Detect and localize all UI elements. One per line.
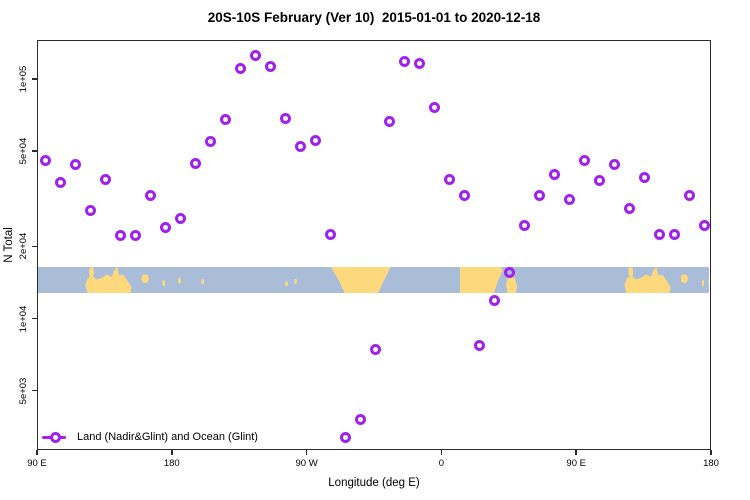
data-point <box>429 102 441 114</box>
x-axis-tick <box>305 450 308 455</box>
land-region-vanuatu-fiji <box>680 274 689 284</box>
y-axis-tick-label: 2e+04 <box>18 233 29 260</box>
land-region-island <box>708 277 709 286</box>
data-point <box>624 202 636 214</box>
y-axis-tick <box>32 317 37 320</box>
x-axis-tick-label: 180 <box>703 458 719 469</box>
land-region-timor <box>628 267 634 277</box>
land-region-island <box>162 280 166 287</box>
data-point <box>174 212 186 224</box>
data-point <box>534 189 546 201</box>
data-point <box>354 413 366 425</box>
data-point <box>609 159 621 171</box>
data-point <box>444 174 456 186</box>
data-point <box>369 344 381 356</box>
land-region-africa <box>459 267 504 293</box>
y-axis-tick-label: 1e+04 <box>18 305 29 332</box>
data-point <box>39 155 51 167</box>
land-region-island <box>701 280 705 287</box>
legend-circle-marker-icon <box>50 431 61 443</box>
y-axis-tick <box>32 389 37 392</box>
data-point <box>474 340 486 352</box>
land-region-south-america <box>330 267 391 293</box>
chart-title: 20S-10S February (Ver 10) 2015-01-01 to … <box>207 10 541 25</box>
y-axis-tick-label: 5e+03 <box>18 377 29 404</box>
land-region-island <box>178 277 182 284</box>
x-axis-tick-label: 90 E <box>566 458 586 469</box>
legend: Land (Nadir&Glint) and Ocean (Glint) <box>42 430 258 444</box>
x-axis-tick-label: 0 <box>438 458 445 469</box>
data-point <box>159 221 171 233</box>
data-point <box>84 204 96 216</box>
data-point <box>339 431 351 443</box>
latitude-band-map <box>38 267 709 293</box>
x-axis-tick-label: 90 W <box>295 458 318 469</box>
data-point <box>384 115 396 127</box>
data-point <box>309 134 321 146</box>
data-point <box>99 173 111 185</box>
x-axis-tick <box>575 450 577 455</box>
data-point <box>264 60 276 72</box>
data-point <box>684 189 696 201</box>
x-axis-tick <box>440 450 443 455</box>
data-point <box>459 189 471 201</box>
x-axis-tick <box>171 450 173 455</box>
data-point <box>669 228 681 240</box>
y-axis-tick-label: 5e+04 <box>18 137 29 165</box>
data-point <box>144 190 156 202</box>
land-region-island <box>285 281 289 287</box>
data-point <box>504 267 516 279</box>
data-point <box>294 140 306 152</box>
land-region-madagascar <box>505 273 518 293</box>
data-point <box>219 113 231 125</box>
plot-area: Land (Nadir&Glint) and Ocean (Glint) <box>37 40 711 450</box>
y-axis-tick <box>32 78 37 80</box>
legend-line-marker-icon <box>42 431 66 443</box>
x-axis-tick <box>710 450 712 455</box>
land-region-vanuatu-fiji <box>141 274 149 284</box>
data-point <box>189 158 201 170</box>
x-axis-tick-label: 90 E <box>27 458 47 469</box>
y-axis-title: N Total <box>3 227 15 263</box>
y-axis-tick <box>32 150 37 152</box>
data-point <box>414 58 426 70</box>
x-axis-title: Longitude (deg E) <box>328 477 420 489</box>
x-axis-tick <box>36 450 38 455</box>
data-point <box>519 219 531 231</box>
data-point <box>69 159 81 171</box>
land-region-island <box>294 278 298 284</box>
data-point <box>204 136 216 148</box>
data-point <box>699 220 710 232</box>
data-point <box>249 49 261 61</box>
data-point <box>54 176 66 188</box>
data-point <box>654 228 666 240</box>
legend-label: Land (Nadir&Glint) and Ocean (Glint) <box>77 431 258 443</box>
data-point <box>234 62 246 74</box>
data-point <box>594 175 606 187</box>
data-point <box>639 172 651 184</box>
data-point <box>564 194 576 206</box>
data-point <box>279 112 291 124</box>
data-point <box>549 168 561 180</box>
land-region-timor <box>88 267 95 277</box>
land-region-island <box>201 278 205 285</box>
data-point <box>399 56 411 68</box>
data-point <box>129 229 141 241</box>
data-point <box>579 154 591 166</box>
x-axis-tick-label: 180 <box>163 458 180 469</box>
data-point <box>489 295 501 307</box>
data-point <box>114 229 126 241</box>
y-axis-tick-label: 1e+05 <box>18 65 29 93</box>
data-point <box>324 228 336 240</box>
y-axis-tick <box>32 245 37 248</box>
